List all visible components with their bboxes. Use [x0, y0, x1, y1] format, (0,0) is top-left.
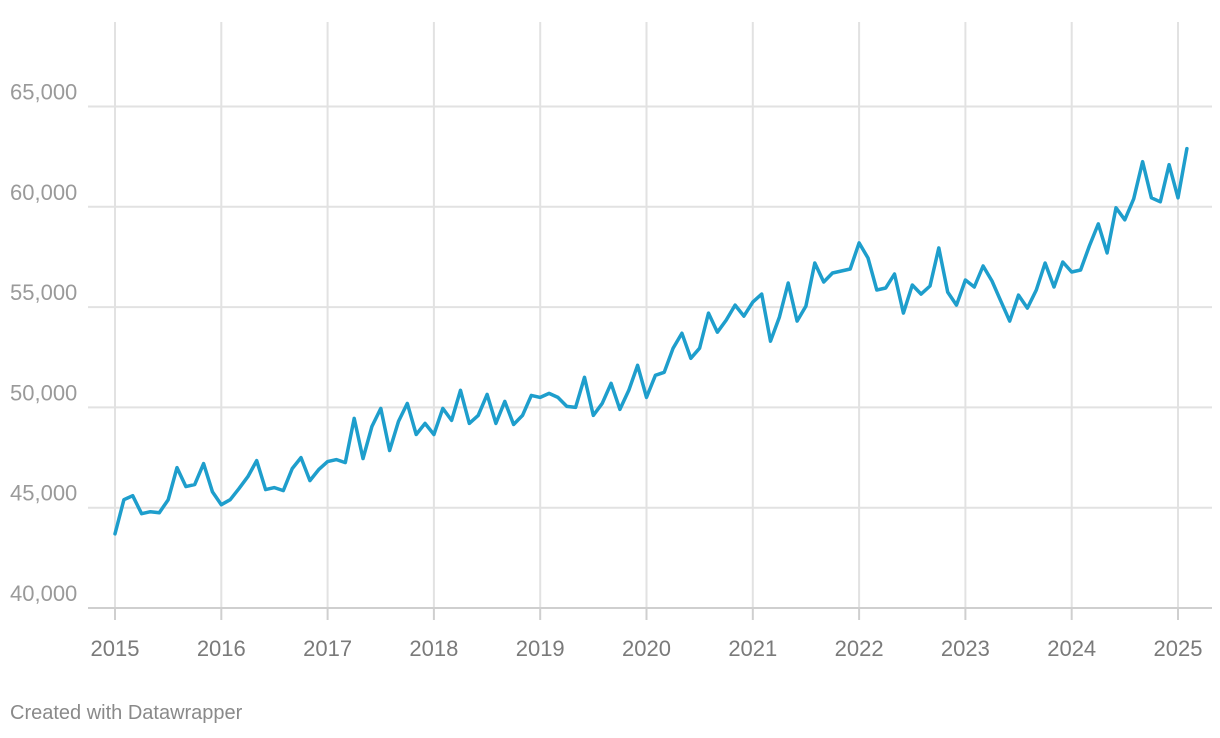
x-tick-label: 2019 [516, 636, 565, 661]
x-tick-label: 2021 [728, 636, 777, 661]
gridlines [88, 22, 1212, 609]
x-tick-label: 2022 [835, 636, 884, 661]
y-axis-ticks: 40,000 45,000 50,000 55,000 60,000 65,000 [10, 80, 77, 607]
x-axis-ticks: 2015 2016 2017 2018 2019 2020 2021 2022 2023 2024… [91, 608, 1203, 661]
x-tick-label: 2015 [91, 636, 140, 661]
y-tick-label: 60,000 [10, 180, 77, 205]
line-chart: 40,000 45,000 50,000 55,000 60,000 65,000 201… [10, 22, 1212, 661]
x-tick-label: 2018 [409, 636, 458, 661]
y-tick-label: 40,000 [10, 581, 77, 606]
series-line [113, 146, 1189, 536]
x-tick-label: 2017 [303, 636, 352, 661]
credit-footer: Created with Datawrapper [10, 702, 243, 724]
x-tick-label: 2023 [941, 636, 990, 661]
y-tick-label: 55,000 [10, 280, 77, 305]
x-tick-label: 2016 [197, 636, 246, 661]
series-layer [113, 146, 1189, 536]
x-tick-label: 2024 [1047, 636, 1096, 661]
y-tick-label: 50,000 [10, 380, 77, 405]
x-tick-label: 2020 [622, 636, 671, 661]
y-tick-label: 65,000 [10, 80, 77, 105]
x-tick-label: 2025 [1154, 636, 1203, 661]
y-tick-label: 45,000 [10, 481, 77, 506]
